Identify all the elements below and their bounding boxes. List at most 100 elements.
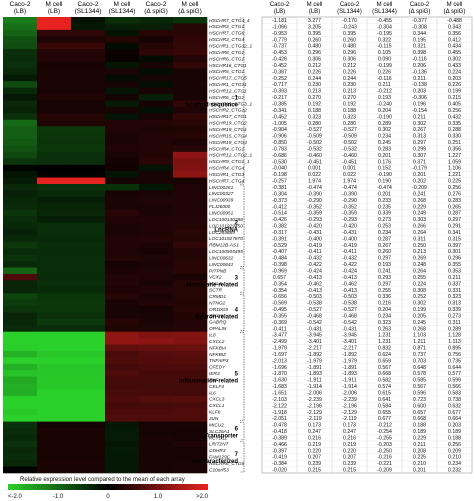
table-cell: 0.297: [448, 217, 461, 223]
heatmap-cell: [71, 383, 106, 390]
table-cell: -0.431: [307, 230, 322, 236]
group-number: 2: [235, 221, 239, 227]
table-cell: -0.221: [377, 461, 392, 467]
table-cell: -0.306: [412, 95, 427, 101]
table-cell: 0.202: [413, 179, 426, 185]
gene-label: HSCHR3_CTG4: [209, 37, 245, 43]
gene-label: LINC00939: [209, 198, 234, 204]
heatmap-cell: [105, 389, 140, 397]
table-cell: 0.244: [308, 76, 321, 82]
heatmap-cell: [37, 280, 72, 288]
table-cell: -2.217: [307, 346, 322, 352]
heatmap-cell: [139, 331, 174, 339]
heatmap-cell: [105, 228, 140, 236]
heatmap-cell: [3, 280, 38, 288]
table-cell: -0.783: [272, 146, 287, 152]
heatmap-cell: [139, 100, 174, 108]
table-cell: 0.212: [308, 63, 321, 69]
heatmap-cell: [37, 254, 72, 262]
table-cell: 0.216: [378, 301, 391, 307]
colorbar-label: Relative expression level compared to th…: [20, 477, 185, 483]
table-cell: -0.136: [412, 69, 427, 75]
heatmap-cell: [105, 68, 140, 76]
heatmap-cell: [139, 376, 174, 384]
table-cell: 0.213: [413, 249, 426, 255]
heatmap-cell: [37, 466, 72, 474]
table-cell: -0.354: [272, 281, 287, 287]
table-cell: -2.129: [342, 410, 357, 416]
heatmap-cell: [105, 248, 140, 255]
heatmap-cell: [37, 145, 72, 153]
heatmap-cell: [71, 312, 106, 320]
table-cell: -0.398: [272, 262, 287, 268]
group-number: 7: [235, 452, 239, 458]
heatmap-cell: [3, 306, 38, 313]
table-cell: 0.152: [378, 166, 391, 172]
table-cell: -0.532: [342, 146, 357, 152]
heatmap-cell: [105, 447, 140, 455]
heatmap-cell: [105, 453, 140, 461]
heatmap-cell: [71, 203, 106, 210]
heatmap-cell: [105, 100, 140, 108]
heatmap-cell: [173, 318, 208, 326]
heatmap-cell: [3, 466, 38, 474]
heatmap-cell: [37, 74, 72, 82]
gene-label: HSCHR12_CTG2_1: [209, 153, 253, 159]
table-cell: -0.195: [377, 31, 392, 37]
heatmap-cell: [139, 17, 174, 24]
heatmap-cell: [139, 415, 174, 422]
table-cell: 0.216: [308, 435, 321, 441]
heatmap-cell: [37, 100, 72, 108]
table-cell: 0.832: [378, 346, 391, 352]
table-cell: -0.217: [272, 95, 287, 101]
table-cell: -0.503: [307, 294, 322, 300]
heatmap-cell: [71, 190, 106, 198]
table-cell: -0.529: [272, 243, 287, 249]
heatmap-cell: [3, 87, 38, 95]
table-cell: 0.657: [273, 275, 286, 281]
table-cell: 1.974: [308, 179, 321, 185]
table-cell: 0.203: [448, 423, 461, 429]
heatmap-cell: [139, 273, 174, 281]
heatmap-cell: [71, 357, 106, 365]
gene-label: NFKBIA: [209, 345, 226, 351]
heatmap-cell: [3, 119, 38, 127]
gene-label: HSCHR6_CTG6: [209, 461, 245, 467]
gene-label: KLF6: [209, 410, 221, 416]
table-cell: -0.420: [342, 224, 357, 230]
gene-label: LINC00641: [209, 262, 234, 268]
heatmap-cell: [173, 235, 208, 243]
heatmap-cell: [139, 350, 174, 358]
table-cell: 0.266: [413, 224, 426, 230]
table-cell: 0.703: [413, 358, 426, 364]
table-cell: -0.737: [272, 44, 287, 50]
table-cell: 0.173: [343, 423, 356, 429]
heatmap-column-header: M cell (Δ spiG): [178, 1, 201, 15]
heatmap-cell: [139, 460, 174, 467]
heatmap-cell: [173, 241, 208, 249]
table-cell: -0.431: [307, 326, 322, 332]
gene-label: CXCL2: [209, 339, 225, 345]
heatmap-cell: [37, 55, 72, 63]
heatmap-cell: [37, 440, 72, 448]
table-cell: -0.509: [342, 134, 357, 140]
heatmap-cell: [37, 171, 72, 178]
heatmap-cell: [71, 139, 106, 146]
table-cell: 0.624: [378, 352, 391, 358]
table-cell: 0.211: [413, 76, 426, 82]
table-cell: 0.480: [308, 44, 321, 50]
table-cell: 0.247: [343, 429, 356, 435]
group-bracket: [240, 17, 245, 184]
heatmap-cell: [105, 158, 140, 166]
heatmap-cell: [3, 408, 38, 416]
heatmap-cell: [173, 106, 208, 114]
heatmap-cell: [105, 254, 140, 262]
table-cell: -0.212: [377, 89, 392, 95]
heatmap-cell: [139, 428, 174, 435]
heatmap-cell: [37, 36, 72, 43]
heatmap-cell: [71, 325, 106, 333]
table-cell: 0.193: [378, 95, 391, 101]
table-cell: 0.234: [448, 461, 461, 467]
heatmap-cell: [139, 106, 174, 114]
heatmap-cell: [139, 228, 174, 236]
